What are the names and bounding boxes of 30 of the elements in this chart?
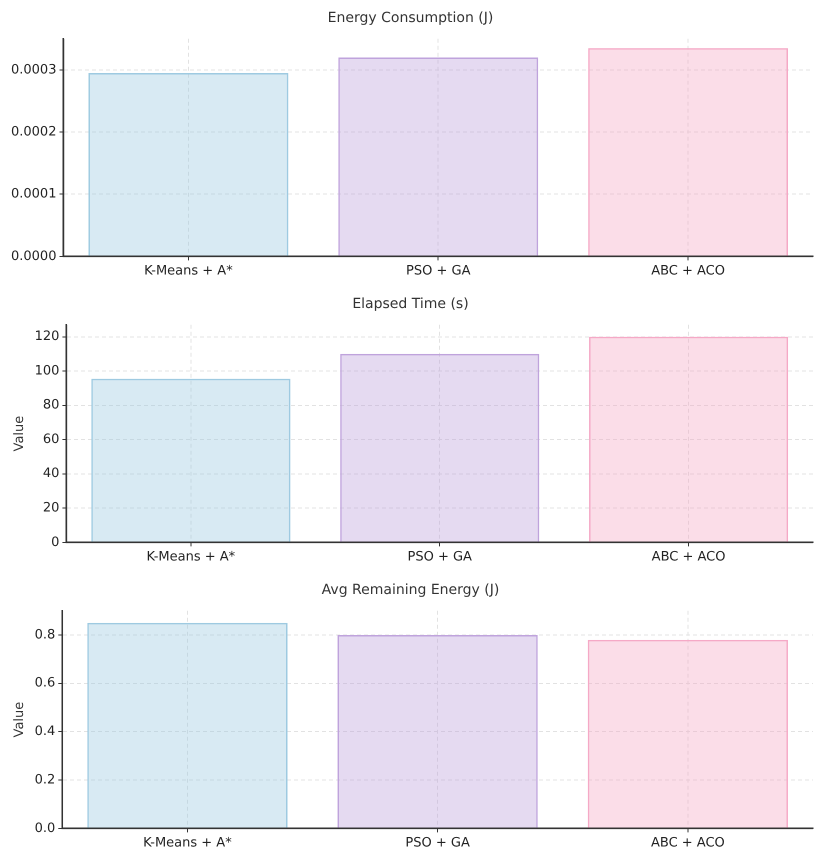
y-tick-label: 80 [42, 398, 60, 413]
y-tick-label: 120 [34, 329, 60, 344]
y-tick-label: 0.0001 [10, 186, 56, 202]
y-tick-label: 0.0 [34, 820, 56, 836]
x-tick-label: K-Means + A* [143, 836, 232, 851]
y-tick-label: 20 [42, 500, 60, 516]
y-tick-label: 60 [42, 432, 60, 447]
y-axis-title: Value [12, 416, 28, 452]
x-tick-label: K-Means + A* [146, 550, 236, 565]
x-tick-label: PSO + GA [406, 264, 471, 279]
y-tick-label: 0.2 [34, 772, 56, 788]
y-tick-label: 0.8 [34, 627, 56, 642]
x-tick-label: K-Means + A* [144, 264, 234, 279]
x-tick-label: ABC + ACO [651, 264, 725, 279]
y-tick-label: 0.4 [34, 724, 56, 740]
x-tick-label: PSO + GA [407, 550, 472, 565]
y-tick-label: 100 [34, 363, 60, 378]
y-tick-label: 40 [42, 466, 60, 482]
x-tick-label: ABC + ACO [650, 836, 725, 851]
y-tick-label: 0 [51, 534, 60, 550]
chart-title: Avg Remaining Energy (J) [322, 582, 500, 598]
y-tick-label: 0.6 [34, 676, 56, 691]
y-tick-label: 0.0002 [10, 124, 56, 140]
chart-title: Energy Consumption (J) [328, 10, 494, 26]
chart-title: Elapsed Time (s) [352, 296, 469, 312]
y-tick-label: 0.0003 [10, 62, 56, 78]
y-tick-label: 0.0000 [10, 248, 56, 264]
x-tick-label: PSO + GA [405, 836, 470, 851]
x-tick-label: ABC + ACO [652, 550, 726, 565]
y-axis-title: Value [12, 702, 28, 738]
